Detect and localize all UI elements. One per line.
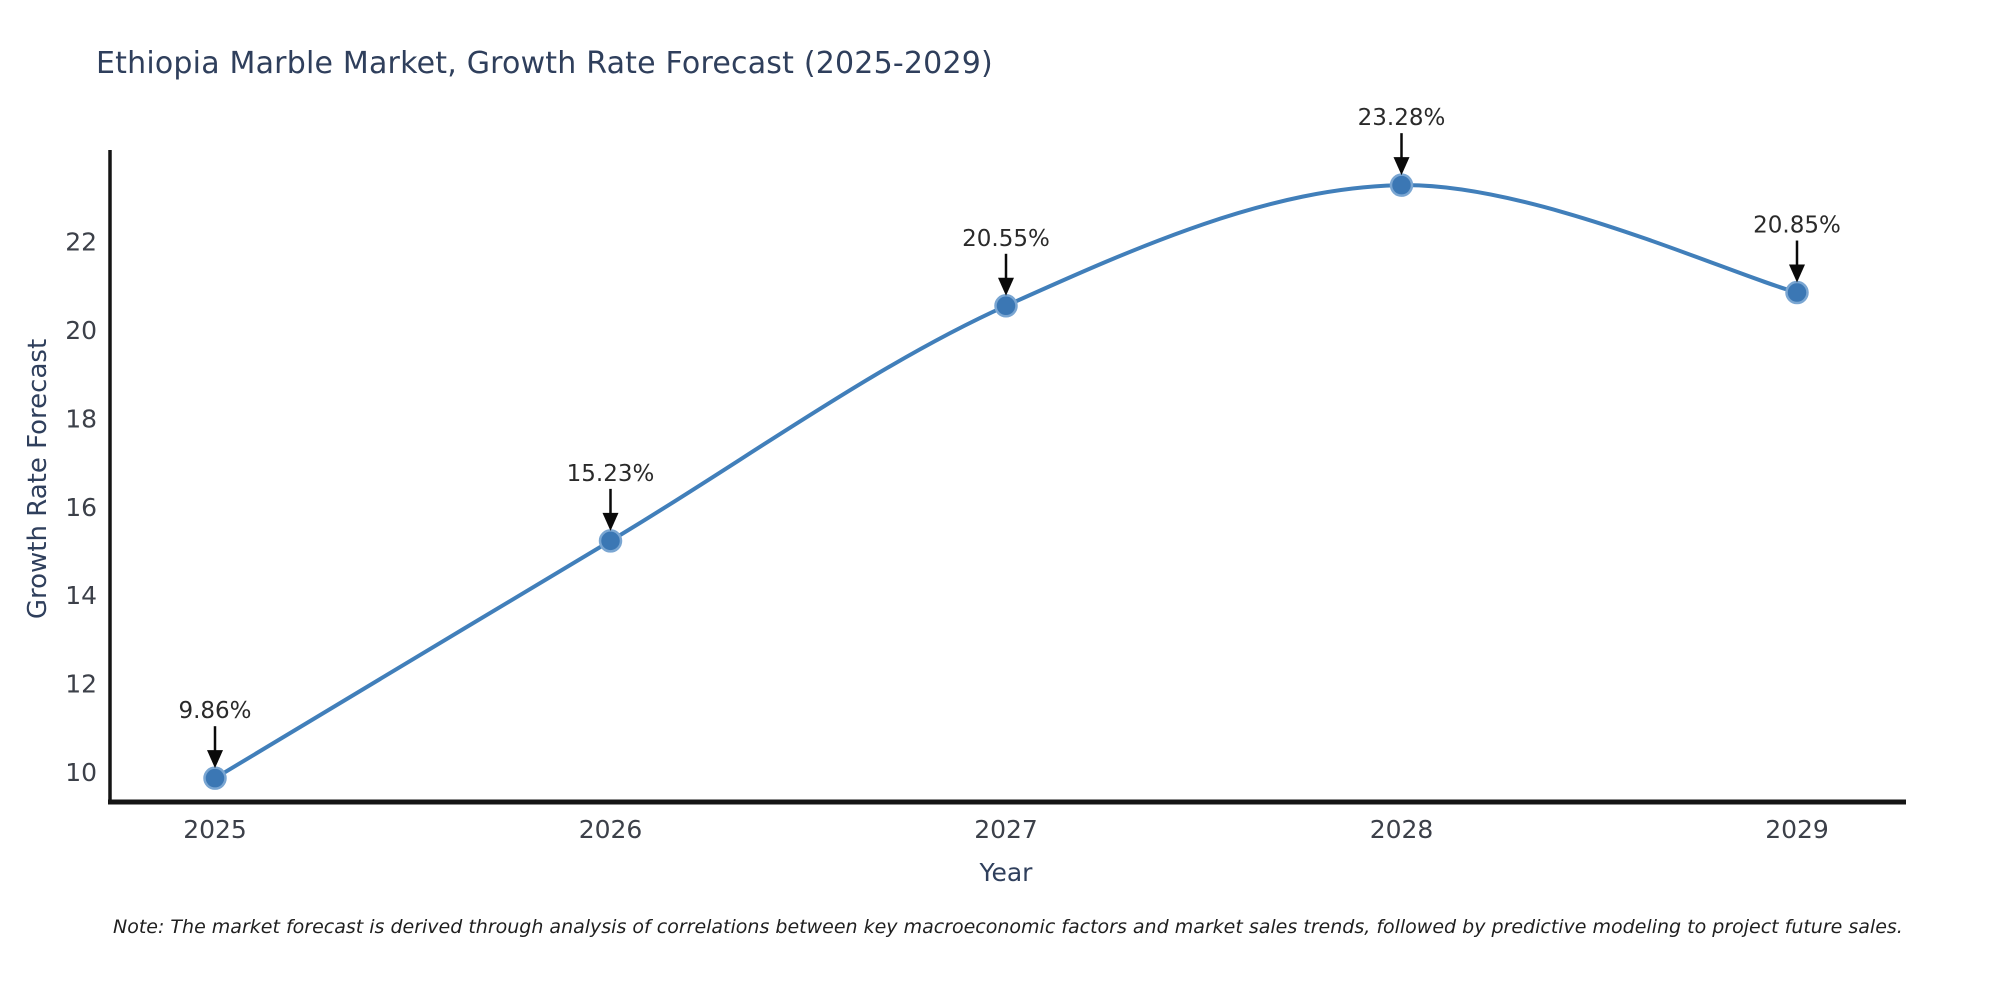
y-tick-label: 10 (65, 758, 97, 787)
y-tick-label: 14 (65, 581, 97, 610)
x-tick-label: 2026 (579, 815, 643, 844)
annotation-arrow-head (1393, 157, 1410, 176)
data-point-marker (994, 294, 1018, 318)
annotation-arrow-head (207, 750, 223, 769)
y-tick-label: 18 (65, 404, 97, 433)
x-tick-label: 2028 (1370, 815, 1434, 844)
point-value-label: 9.86% (178, 698, 251, 724)
y-tick-label: 22 (65, 228, 97, 257)
chart-title: Ethiopia Marble Market, Growth Rate Fore… (96, 46, 993, 81)
x-axis-title: Year (979, 858, 1033, 887)
annotation-arrow-head (998, 277, 1014, 296)
y-tick-label: 12 (65, 670, 97, 699)
chart-footnote: Note: The market forecast is derived thr… (113, 916, 1903, 938)
point-value-label: 20.55% (962, 226, 1050, 252)
x-tick-label: 2027 (974, 815, 1038, 844)
annotation-arrow-head (602, 512, 619, 531)
data-point-marker (1785, 280, 1809, 305)
point-value-label: 15.23% (567, 461, 655, 487)
data-point-marker (1389, 173, 1414, 197)
x-tick-label: 2029 (1765, 815, 1829, 844)
annotation-arrow-head (1789, 264, 1805, 283)
y-tick-label: 20 (65, 316, 97, 345)
data-point-marker (598, 529, 623, 553)
data-point-marker (203, 766, 227, 790)
x-tick-label: 2025 (183, 815, 247, 844)
point-value-label: 20.85% (1753, 213, 1841, 239)
point-value-label: 23.28% (1358, 105, 1446, 131)
y-tick-label: 16 (65, 493, 97, 522)
